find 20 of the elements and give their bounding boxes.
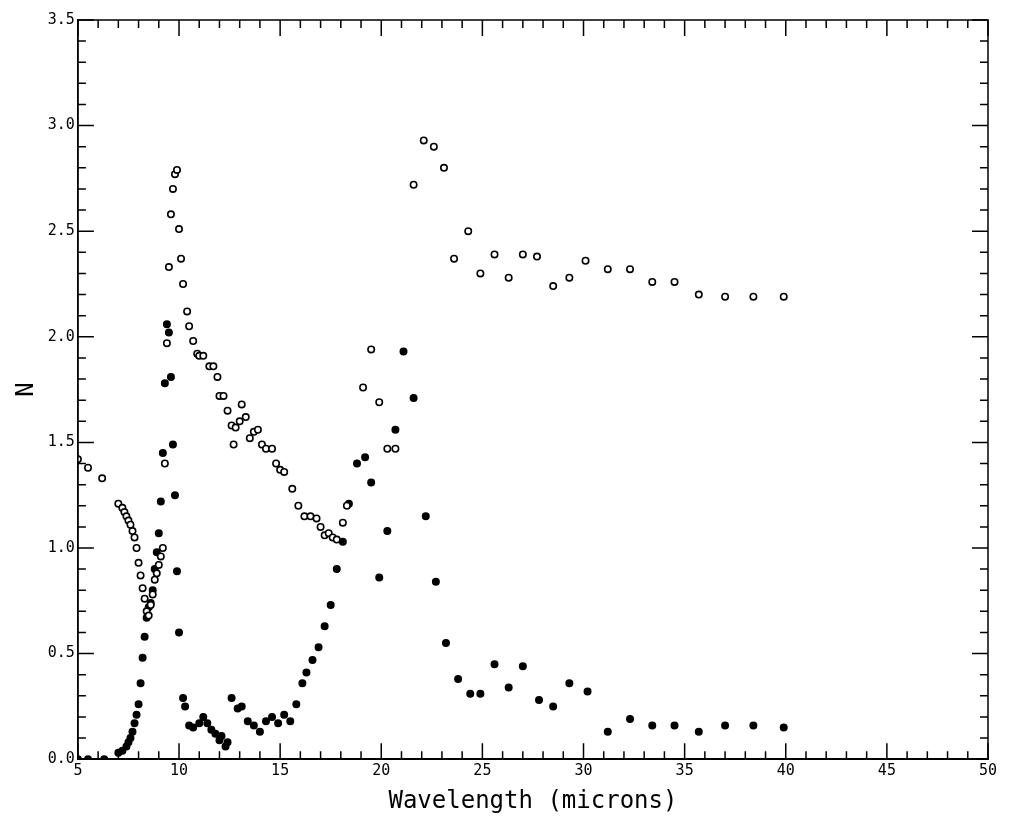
x-tick-label: 5 bbox=[73, 761, 83, 780]
x-tick-label: 25 bbox=[473, 761, 492, 780]
x-axis-title: Wavelength (microns) bbox=[388, 785, 678, 814]
y-tick-label: 1.5 bbox=[47, 432, 75, 451]
x-tick-label: 15 bbox=[271, 761, 290, 780]
y-tick-label: 0.0 bbox=[47, 749, 75, 768]
x-tick-label: 35 bbox=[675, 761, 694, 780]
y-tick-label: 1.0 bbox=[47, 537, 75, 556]
x-tick-label: 10 bbox=[169, 761, 189, 780]
y-tick-label: 3.0 bbox=[47, 115, 75, 134]
y-tick-label: 2.5 bbox=[47, 221, 75, 240]
x-tick-label: 45 bbox=[877, 761, 896, 780]
y-tick-label: 0.5 bbox=[47, 643, 75, 662]
y-tick-label: 2.0 bbox=[47, 326, 75, 345]
x-tick-label: 30 bbox=[574, 761, 593, 780]
x-tick-label: 20 bbox=[372, 761, 391, 780]
x-tick-label: 40 bbox=[776, 761, 795, 780]
x-tick-label: 50 bbox=[978, 761, 998, 780]
y-tick-label: 3.5 bbox=[47, 9, 75, 28]
y-axis-title: N bbox=[10, 382, 39, 397]
